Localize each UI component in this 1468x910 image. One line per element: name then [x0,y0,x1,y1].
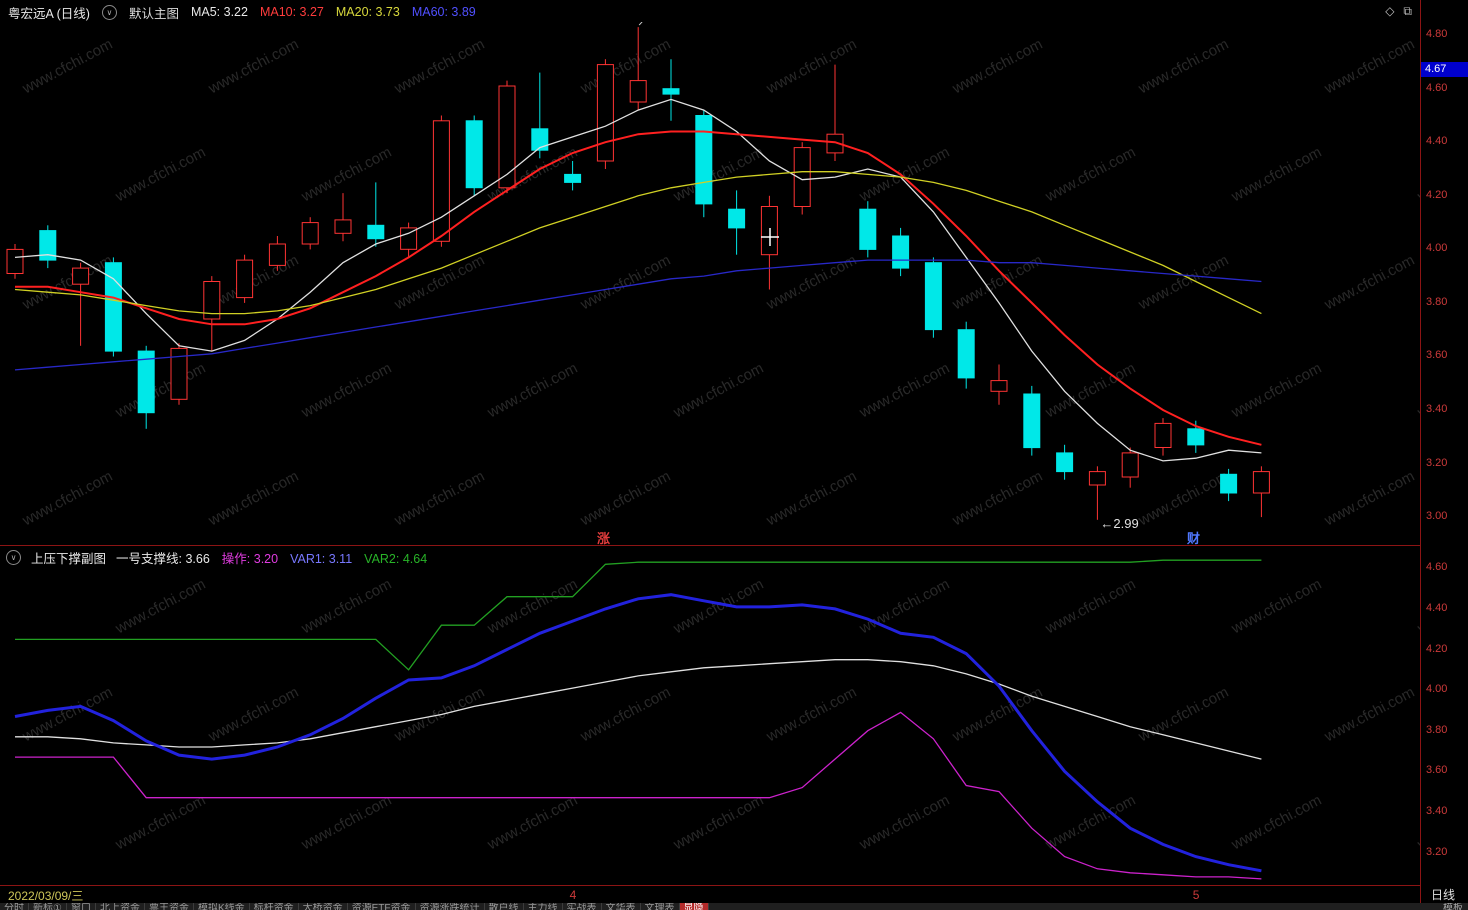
bottom-tab[interactable]: 资源ETF资金 [348,903,416,910]
axis-tick-label: 4.00 [1426,242,1448,255]
sub-indicator-chart[interactable] [0,547,1420,885]
bottom-tab[interactable]: 新标① [29,903,67,910]
bottom-tab[interactable]: 文华表 [602,903,641,910]
collapse-main-panel-icon[interactable]: ∨ [101,4,117,20]
bottom-tab[interactable]: 散户线 [485,903,524,910]
ma-value-labels: MA5: 3.22 MA10: 3.27 MA20: 3.73 MA60: 3.89 [191,5,488,19]
indicator-value-label: 操作: 3.20 [221,551,279,566]
window-corner-icons: ◇ ⧉ [1385,4,1412,19]
bottom-tab[interactable]: 票王资金 [145,903,194,910]
panel-divider-bottom [0,885,1468,886]
diamond-icon[interactable]: ◇ [1385,4,1395,18]
indicator-value-labels: 一号支撑线: 3.66 操作: 3.20 VAR1: 3.11 VAR2: 4.64 [116,548,439,567]
bottom-tab[interactable]: 窗口 [67,903,96,910]
bottom-tab[interactable]: 实战表 [563,903,602,910]
bottom-tab[interactable]: 大桥资金 [299,903,348,910]
svg-text:←2.99: ←2.99 [1100,516,1138,531]
bottom-tab-bar: 模板 分时 新标① 窗口 北上资金 票王资金 模拟K线金 标杆资金 大桥资金 资源ETF资金 资源… [0,903,1468,910]
axis-tick-label: 4.20 [1426,188,1448,201]
indicator-value-label: 一号支撑线: 3.66 [116,551,210,566]
sub-chart-header: ∨ 上压下撑副图 一号支撑线: 3.66 操作: 3.20 VAR1: 3.11 VA… [0,548,439,567]
window-restore-icon[interactable]: ⧉ [1403,4,1412,18]
axis-tick-label: 3.00 [1426,510,1448,523]
main-candlestick-chart[interactable]: 4.83 ←2.99 [0,22,1420,545]
axis-tick-label: 4.00 [1426,683,1448,696]
axis-tick-label: 3.80 [1426,295,1448,308]
axis-tick-label: 4.40 [1426,135,1448,148]
ma-label: MA20: 3.73 [335,5,400,19]
period-label[interactable]: 日线 [1431,888,1456,902]
signal-marker-zhang: 涨 [597,531,611,546]
signal-marker-cai: 财 [1187,531,1201,546]
axis-tick-label: 4.80 [1426,28,1448,41]
template-label[interactable]: 模板 [1443,903,1463,910]
ma-label: MA5: 3.22 [190,5,248,19]
panel-divider-top [0,545,1468,546]
bottom-tab[interactable]: 主力线 [524,903,563,910]
price-axis: 4.67 日线 3.00 3.20 3.40 3.60 3.80 4.00 4.20 4.40… [1420,0,1468,903]
axis-tick-label: 3.60 [1426,764,1448,777]
main-overlay-label[interactable]: 默认主图 [128,6,179,21]
axis-tick-label: 3.20 [1426,456,1448,469]
bottom-tab[interactable]: 标杆资金 [250,903,299,910]
svg-text:4.83: 4.83 [649,22,674,25]
symbol-title: 粤宏远A (日线) [8,6,90,21]
axis-tick-label: 3.40 [1426,804,1448,817]
bottom-tab[interactable]: 分时 [0,903,29,910]
collapse-sub-panel-icon[interactable]: ∨ [6,549,21,565]
bottom-tab[interactable]: 文理表 [641,903,680,910]
bottom-tab[interactable]: 显隐 [679,903,709,910]
month-marker: 5 [1192,888,1200,902]
main-chart-header: 粤宏远A (日线) ∨ 默认主图 MA5: 3.22 MA10: 3.27 MA20… [0,3,488,21]
bottom-tab[interactable]: 资源涨跌统计 [416,903,485,910]
sub-indicator-title[interactable]: 上压下撑副图 [31,551,107,566]
axis-tick-label: 3.60 [1426,349,1448,362]
ma-label: MA60: 3.89 [411,5,476,19]
ma-label: MA10: 3.27 [259,5,324,19]
month-marker: 4 [569,888,577,902]
axis-tick-label: 3.20 [1426,845,1448,858]
indicator-value-label: VAR1: 3.11 [290,551,353,566]
bottom-tab[interactable]: 模拟K线金 [194,903,250,910]
bottom-tab[interactable]: 北上资金 [96,903,145,910]
axis-tick-label: 4.60 [1426,561,1448,574]
axis-tick-label: 4.40 [1426,601,1448,614]
axis-tick-label: 3.80 [1426,723,1448,736]
price-marker-badge: 4.67 [1421,61,1468,77]
axis-tick-label: 4.20 [1426,642,1448,655]
axis-tick-label: 3.40 [1426,403,1448,416]
first-bar-date: 2022/03/09/三 [8,889,84,903]
indicator-value-label: VAR2: 4.64 [364,551,428,566]
axis-tick-label: 4.60 [1426,81,1448,94]
